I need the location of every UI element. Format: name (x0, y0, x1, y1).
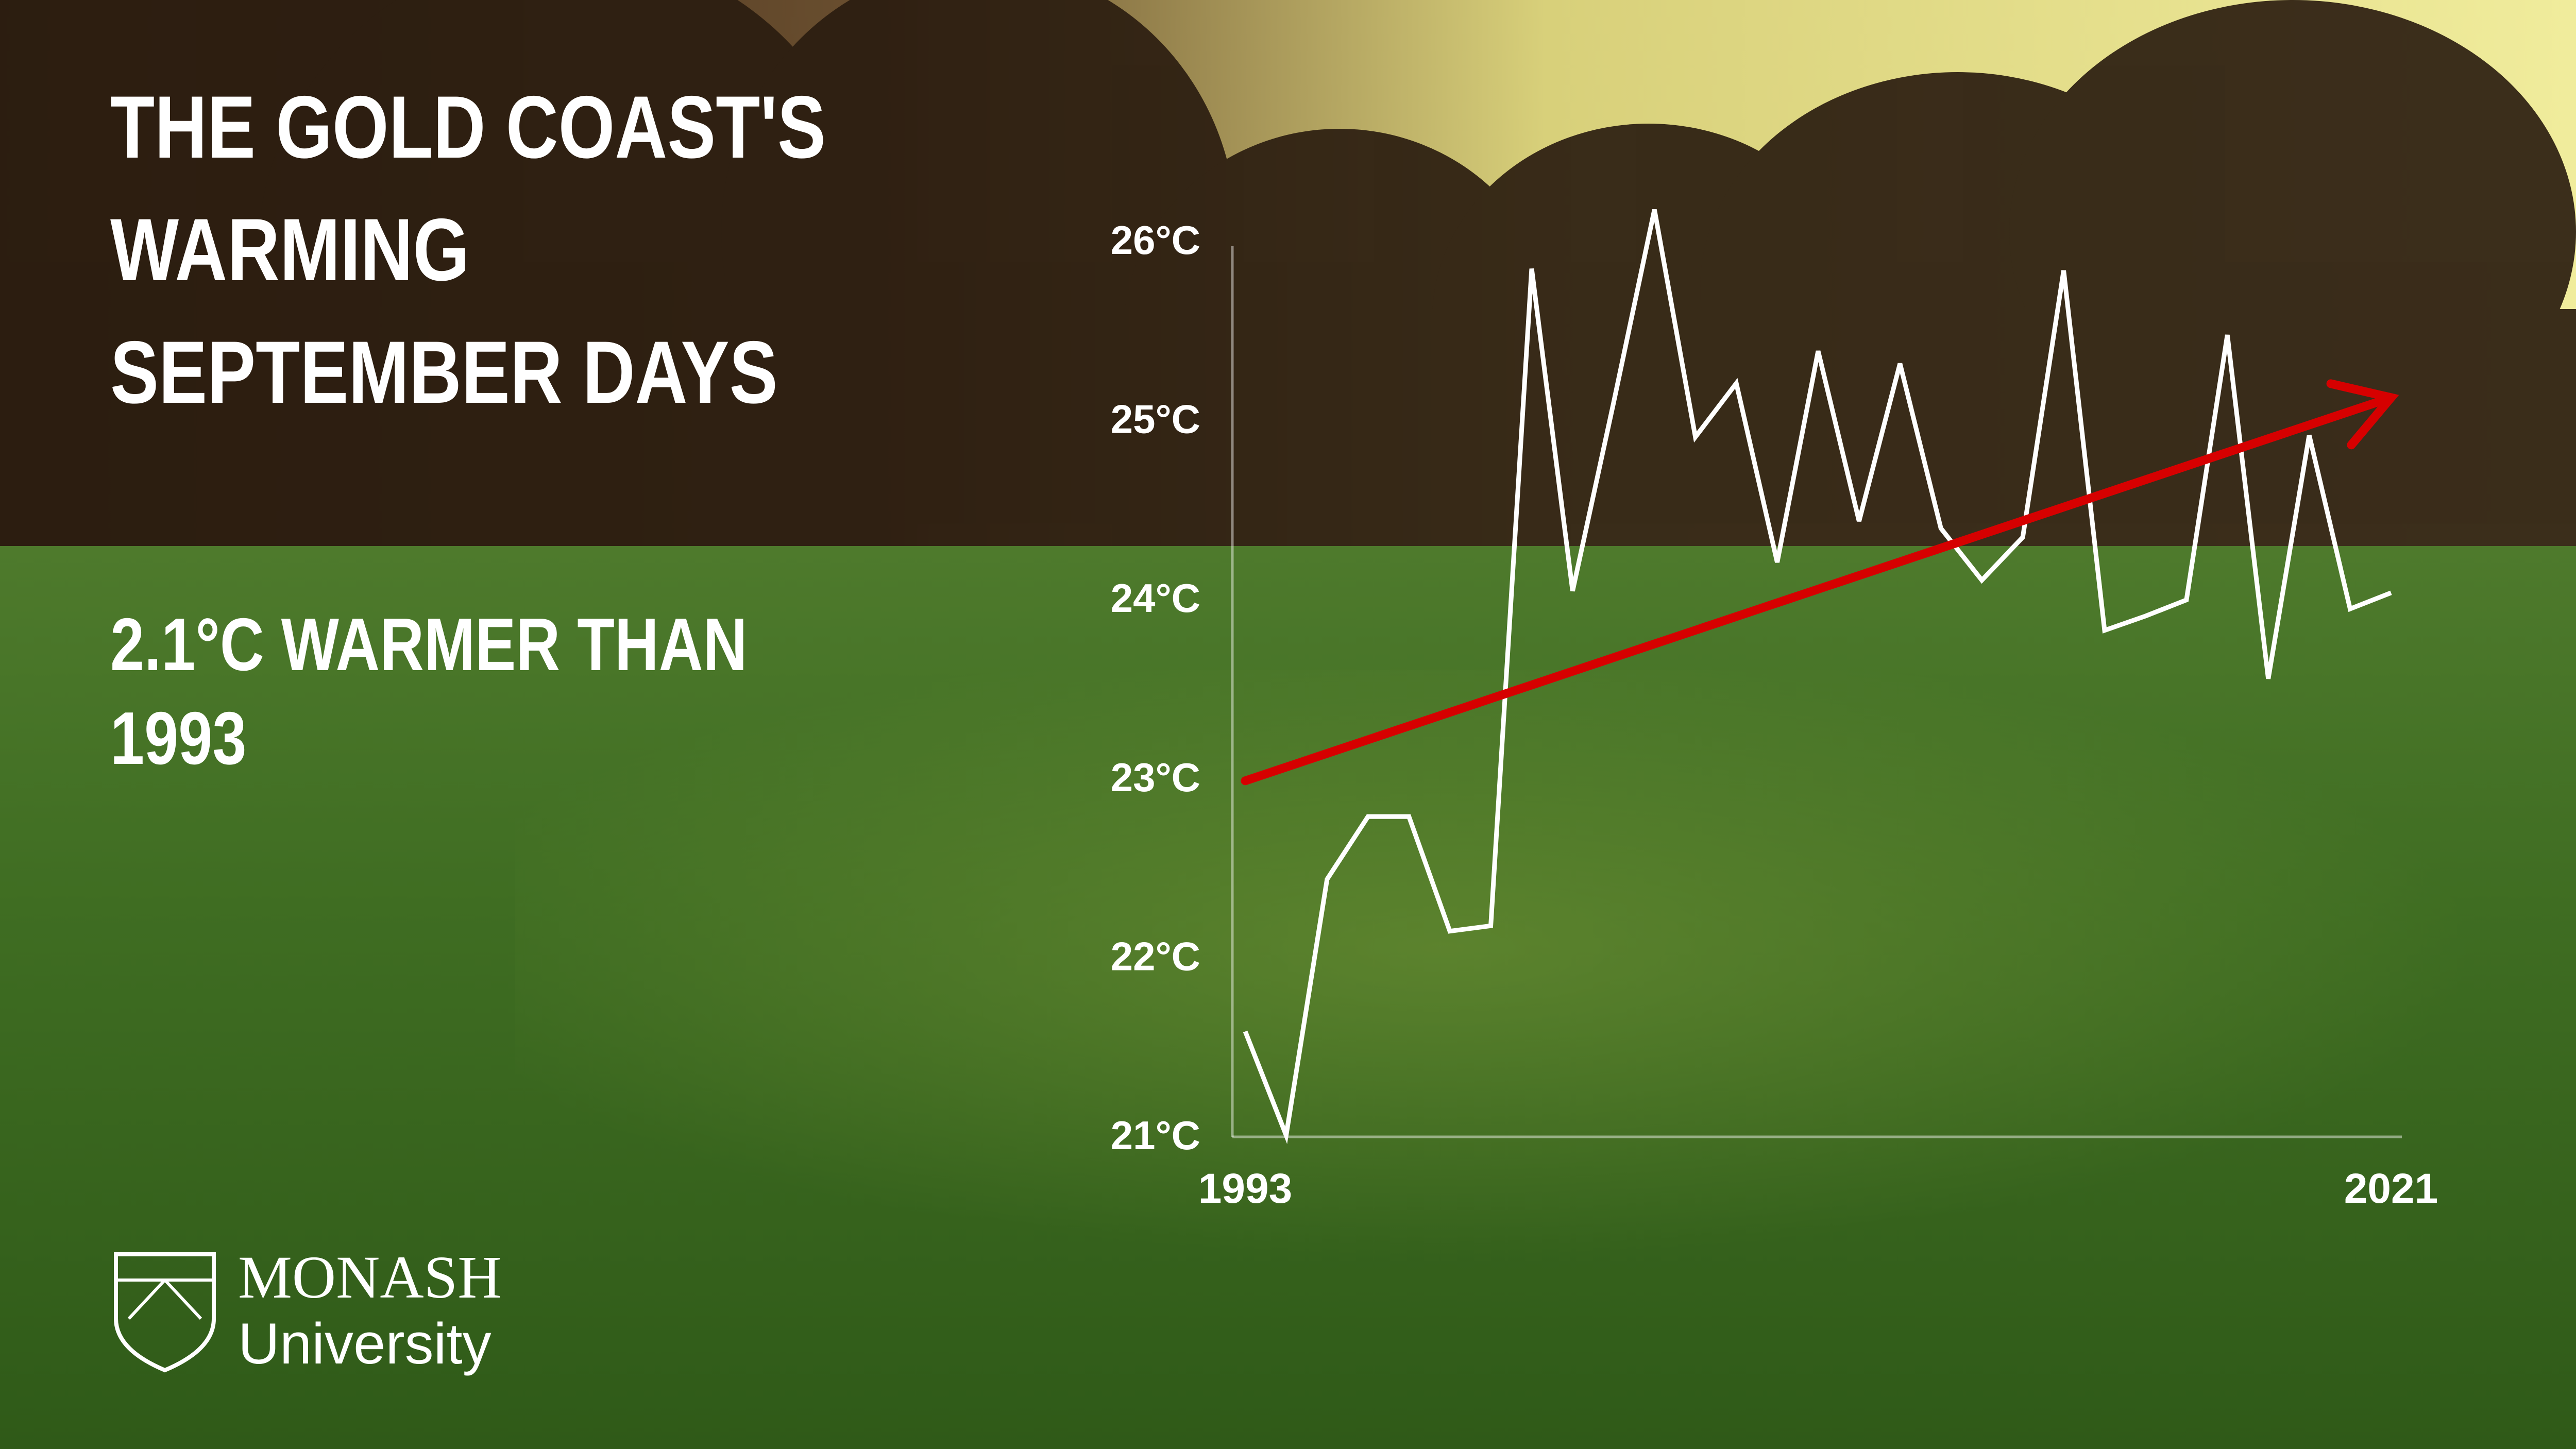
logo-subname: University (238, 1311, 492, 1376)
x-tick-label: 1993 (1198, 1165, 1292, 1212)
y-tick-label: 22°C (1111, 933, 1200, 979)
data-line (1243, 209, 2392, 1144)
y-tick-label: 23°C (1111, 755, 1200, 800)
title-line: THE GOLD COAST'S (110, 78, 826, 177)
title: THE GOLD COAST'S WARMING SEPTEMBER DAYS (110, 78, 826, 422)
x-tick-label: 2021 (2344, 1165, 2438, 1212)
title-line: WARMING (110, 201, 469, 299)
subtitle-line: 2.1°C WARMER THAN (110, 603, 747, 687)
y-tick-label: 26°C (1111, 217, 1200, 263)
logo-crest (114, 1252, 216, 1373)
subtitle: 2.1°C WARMER THAN 1993 (110, 603, 747, 780)
subtitle-line: 1993 (110, 697, 246, 780)
y-tick-label: 25°C (1111, 397, 1200, 442)
y-tick-label: 24°C (1111, 575, 1200, 621)
logo-name: MONASH (238, 1243, 501, 1311)
title-line: SEPTEMBER DAYS (110, 323, 778, 422)
axes (1231, 246, 2402, 1138)
logo-crest-detail (116, 1278, 214, 1320)
y-tick-label: 21°C (1111, 1113, 1200, 1158)
trend-arrow (1241, 393, 2396, 786)
logo: MONASH University (114, 1243, 501, 1376)
trend-arrow-head (2326, 379, 2399, 450)
